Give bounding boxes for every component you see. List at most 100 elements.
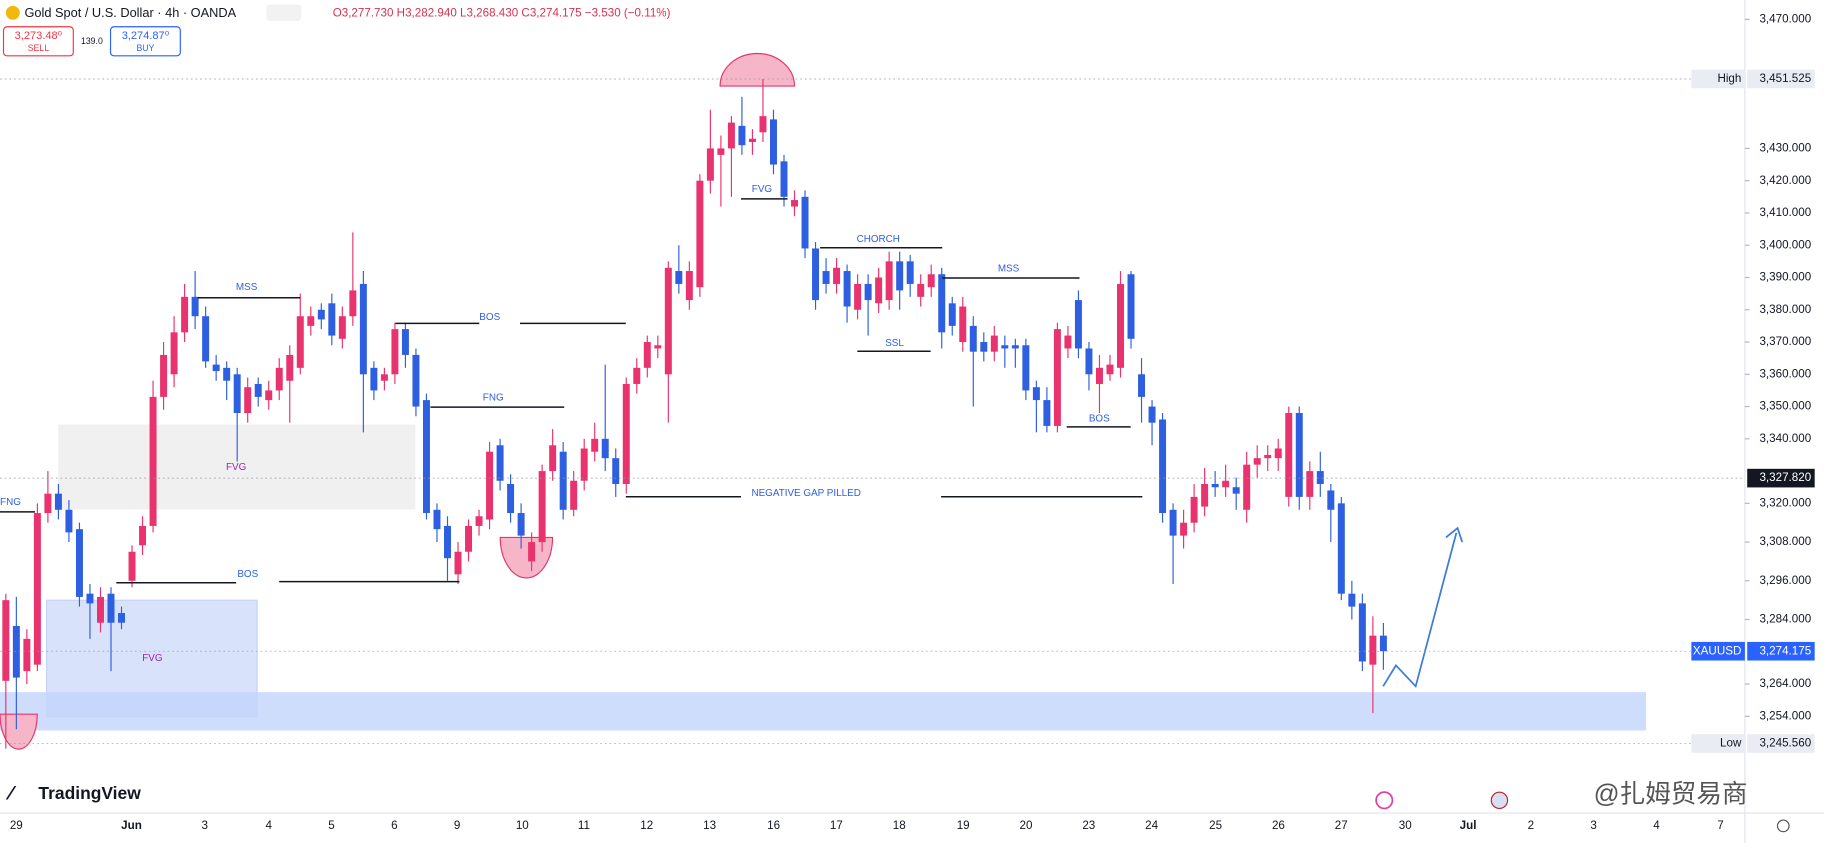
candle-body — [601, 438, 609, 459]
candle-body — [496, 445, 504, 481]
candle-body — [359, 283, 367, 375]
y-tick-label: 3,390.000 — [1759, 271, 1811, 284]
candle-body — [1001, 345, 1009, 349]
candle-body — [1348, 593, 1356, 607]
annotation: BOS — [237, 569, 258, 580]
x-tick-label: 12 — [640, 819, 653, 832]
x-tick-label: 16 — [767, 819, 780, 832]
y-tick-label: 3,350.000 — [1759, 400, 1811, 413]
candle-body — [885, 261, 893, 301]
annotation: BOS — [1089, 413, 1110, 424]
y-tick-label: 3,320.000 — [1759, 496, 1811, 509]
candle-body — [107, 593, 115, 623]
candle-body — [685, 271, 693, 301]
x-tick-label: 2 — [1528, 819, 1534, 832]
annotation: FVG — [752, 184, 772, 195]
x-tick-label: 27 — [1335, 819, 1348, 832]
x-tick-label: 5 — [328, 819, 334, 832]
annotation: FNG — [0, 497, 21, 508]
candle-body — [769, 119, 777, 165]
candle-body — [896, 261, 904, 291]
candle-body — [990, 335, 998, 352]
candle-body — [181, 296, 189, 333]
candle-body — [307, 316, 315, 326]
candle-body — [643, 342, 651, 368]
candle-body — [706, 148, 714, 181]
price-label: 3,451.525 — [1759, 72, 1811, 85]
candle-body — [812, 248, 820, 301]
price-name: XAUUSD — [1693, 644, 1741, 657]
candle-body — [1190, 496, 1198, 523]
y-tick-label: 3,410.000 — [1759, 206, 1811, 219]
candle-body — [1011, 345, 1019, 349]
price-name-box — [1691, 641, 1745, 661]
candle-body — [633, 367, 641, 384]
sell-button[interactable] — [2, 26, 74, 57]
x-tick-label: 6 — [391, 819, 397, 832]
buy-price: 3,274.87⁰ — [122, 30, 170, 42]
candle-body — [927, 274, 935, 288]
candle-body — [1106, 364, 1114, 375]
x-tick-label: 24 — [1145, 819, 1158, 832]
x-tick-label: 26 — [1272, 819, 1285, 832]
candle-body — [1253, 458, 1261, 465]
candle-body — [1211, 483, 1219, 488]
buy-button[interactable] — [109, 26, 181, 57]
candle-body — [317, 309, 325, 320]
candle-body — [244, 387, 252, 414]
candle-body — [1285, 413, 1293, 497]
bottom-marker — [499, 536, 554, 579]
candle-body — [717, 148, 725, 155]
price-label-box — [1747, 468, 1815, 488]
price-label: 3,245.560 — [1759, 737, 1811, 750]
candle-body — [2, 600, 10, 681]
candle-body — [1327, 490, 1335, 510]
price-name-box — [1691, 734, 1745, 753]
candle-body — [1159, 419, 1167, 514]
candle-body — [664, 267, 672, 375]
y-tick-label: 3,370.000 — [1759, 335, 1811, 348]
plot-area — [2, 79, 1387, 749]
event-icon[interactable] — [1375, 791, 1394, 810]
chart-title: Gold Spot / U.S. Dollar · 4h · OANDA — [24, 5, 236, 20]
x-tick-label: 3 — [202, 819, 208, 832]
flag-icon[interactable] — [1490, 791, 1509, 810]
candle-body — [1274, 448, 1282, 459]
x-tick-label: 29 — [10, 819, 23, 832]
candle-body — [254, 383, 262, 397]
candle-body — [654, 345, 662, 349]
candle-body — [570, 480, 578, 510]
price-name: High — [1717, 72, 1741, 85]
candle-body — [1095, 367, 1103, 384]
candle-body — [1243, 464, 1251, 510]
candle-body — [1180, 522, 1188, 536]
price-label: 3,327.820 — [1759, 471, 1811, 484]
compare-icon[interactable] — [266, 4, 302, 21]
x-tick-label: Jun — [121, 819, 142, 832]
candle-body — [1053, 329, 1061, 426]
candle-body — [1148, 406, 1156, 423]
sell-price: 3,273.48⁰ — [15, 30, 63, 42]
candle-body — [286, 354, 294, 381]
x-tick-label: 30 — [1399, 819, 1412, 832]
settings-icon[interactable] — [1776, 819, 1790, 833]
candle-body — [191, 296, 199, 317]
candle-body — [475, 516, 483, 526]
candle-body — [549, 445, 557, 472]
logo: TradingView — [38, 783, 141, 803]
candle-body — [1127, 274, 1135, 339]
candle-body — [591, 438, 599, 452]
candle-body — [433, 509, 441, 530]
candle-body — [33, 513, 41, 665]
candle-body — [738, 125, 746, 146]
candle-body — [275, 367, 283, 391]
candle-body — [212, 364, 220, 372]
sell-label: SELL — [28, 43, 49, 53]
projection-arrow — [1382, 532, 1458, 689]
candle-body — [486, 451, 494, 520]
x-tick-label: 13 — [703, 819, 716, 832]
candle-body — [580, 448, 588, 481]
candle-body — [612, 458, 620, 484]
candle-body — [1306, 471, 1314, 497]
